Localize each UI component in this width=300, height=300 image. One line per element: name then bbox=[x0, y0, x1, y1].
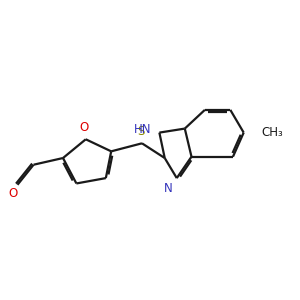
Text: O: O bbox=[80, 122, 89, 134]
Text: S: S bbox=[137, 125, 144, 138]
Text: CH₃: CH₃ bbox=[261, 126, 283, 139]
Text: N: N bbox=[164, 182, 173, 195]
Text: O: O bbox=[9, 188, 18, 200]
Text: HN: HN bbox=[134, 123, 151, 136]
